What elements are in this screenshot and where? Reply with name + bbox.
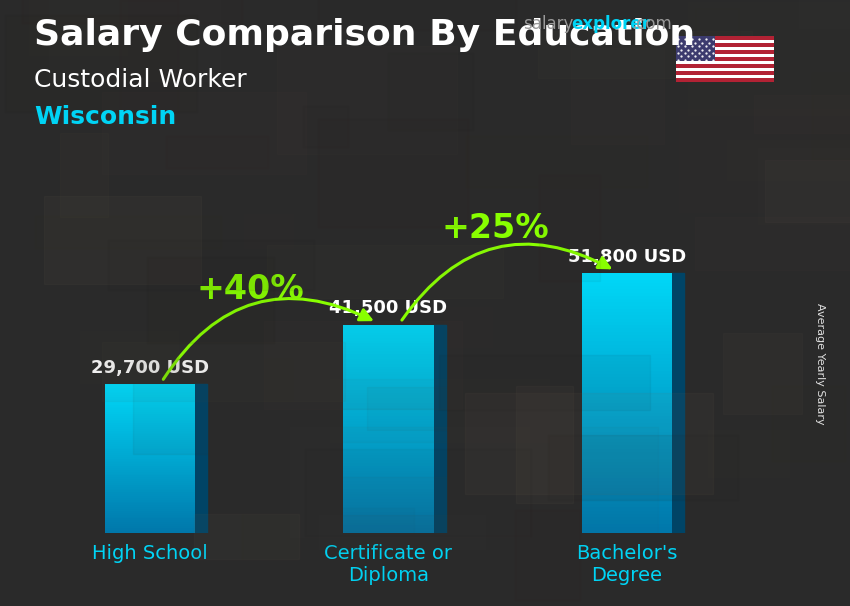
Text: Salary Comparison By Education: Salary Comparison By Education (34, 18, 695, 52)
Polygon shape (102, 93, 306, 174)
Polygon shape (434, 325, 445, 533)
Polygon shape (772, 386, 845, 461)
Polygon shape (120, 0, 178, 120)
Polygon shape (467, 136, 648, 187)
Polygon shape (672, 273, 684, 533)
Text: 41,500 USD: 41,500 USD (329, 299, 447, 318)
Polygon shape (678, 110, 850, 212)
Text: explorer: explorer (571, 15, 650, 33)
Text: .com: .com (632, 15, 672, 33)
Polygon shape (195, 514, 298, 559)
Text: Custodial Worker: Custodial Worker (34, 68, 246, 92)
Polygon shape (44, 196, 201, 284)
Text: +40%: +40% (196, 273, 303, 306)
Polygon shape (319, 119, 468, 227)
Text: Average Yearly Salary: Average Yearly Salary (815, 303, 825, 424)
Text: Wisconsin: Wisconsin (34, 105, 176, 130)
Polygon shape (388, 53, 473, 130)
Polygon shape (5, 15, 197, 112)
Polygon shape (108, 239, 314, 290)
Polygon shape (688, 2, 850, 115)
Polygon shape (166, 136, 268, 168)
Polygon shape (102, 342, 345, 401)
Polygon shape (35, 216, 221, 248)
Polygon shape (244, 215, 292, 248)
Text: 51,800 USD: 51,800 USD (568, 248, 686, 265)
Text: 29,700 USD: 29,700 USD (91, 359, 209, 376)
Polygon shape (548, 435, 738, 501)
Polygon shape (723, 333, 802, 414)
Polygon shape (264, 321, 462, 409)
Polygon shape (538, 31, 751, 78)
Polygon shape (60, 133, 108, 217)
Polygon shape (765, 161, 850, 222)
Polygon shape (276, 46, 457, 154)
Polygon shape (133, 359, 292, 454)
Polygon shape (465, 393, 713, 494)
Polygon shape (517, 386, 573, 502)
Polygon shape (80, 331, 178, 383)
Text: salary: salary (523, 15, 573, 33)
Polygon shape (196, 384, 207, 533)
Text: +25%: +25% (442, 212, 550, 245)
Polygon shape (758, 147, 850, 224)
Polygon shape (147, 257, 275, 343)
